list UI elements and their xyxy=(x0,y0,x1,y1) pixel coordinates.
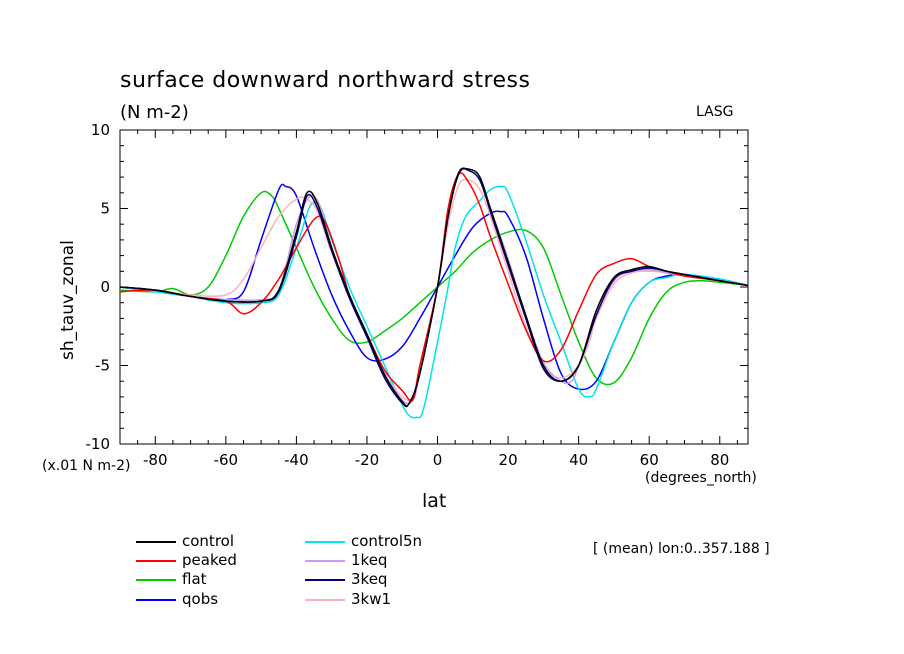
series-line-3kw1 xyxy=(119,178,749,402)
legend-item-qobs: qobs xyxy=(136,590,246,610)
org-label: LASG xyxy=(696,104,734,120)
x-tick-label: -20 xyxy=(355,451,380,469)
series-line-peaked xyxy=(119,172,749,402)
series-line-1keq xyxy=(119,168,749,405)
x-tick-label: 0 xyxy=(433,451,443,469)
mean-note: [ (mean) lon:0..357.188 ] xyxy=(593,541,770,557)
legend-item-peaked: peaked xyxy=(136,551,246,571)
x-tick-label: -60 xyxy=(214,451,239,469)
chart-units: (N m-2) xyxy=(120,102,189,123)
series-line-flat xyxy=(119,190,749,386)
y-tick-label: 10 xyxy=(91,121,110,139)
chart-title: surface downward northward stress xyxy=(120,68,531,93)
legend-item-control5n: control5n xyxy=(305,532,435,552)
y-tick-label: -10 xyxy=(86,435,111,453)
plot-frame xyxy=(119,129,749,445)
legend-item-1keq: 1keq xyxy=(305,551,435,571)
x-axis-label: lat xyxy=(422,490,447,512)
legend-item-3kw1: 3kw1 xyxy=(305,590,435,610)
legend-item-control: control xyxy=(136,532,246,552)
y-tick-label: 5 xyxy=(100,200,110,218)
scale-note: (x.01 N m-2) xyxy=(42,458,131,474)
y-tick-label: -5 xyxy=(95,357,110,375)
legend-item-3keq: 3keq xyxy=(305,570,435,590)
x-tick-label: 60 xyxy=(640,451,659,469)
x-tick-label: 40 xyxy=(569,451,588,469)
x-axis-units: (degrees_north) xyxy=(645,470,757,486)
series-line-control5n xyxy=(119,185,749,419)
x-tick-label: -80 xyxy=(143,451,168,469)
series-line-control xyxy=(119,167,749,407)
y-tick-label: 0 xyxy=(100,278,110,296)
legend-item-flat: flat xyxy=(136,570,246,590)
x-tick-label: -40 xyxy=(284,451,309,469)
x-tick-label: 80 xyxy=(710,451,729,469)
x-tick-label: 20 xyxy=(499,451,518,469)
series-line-3keq xyxy=(119,167,749,408)
